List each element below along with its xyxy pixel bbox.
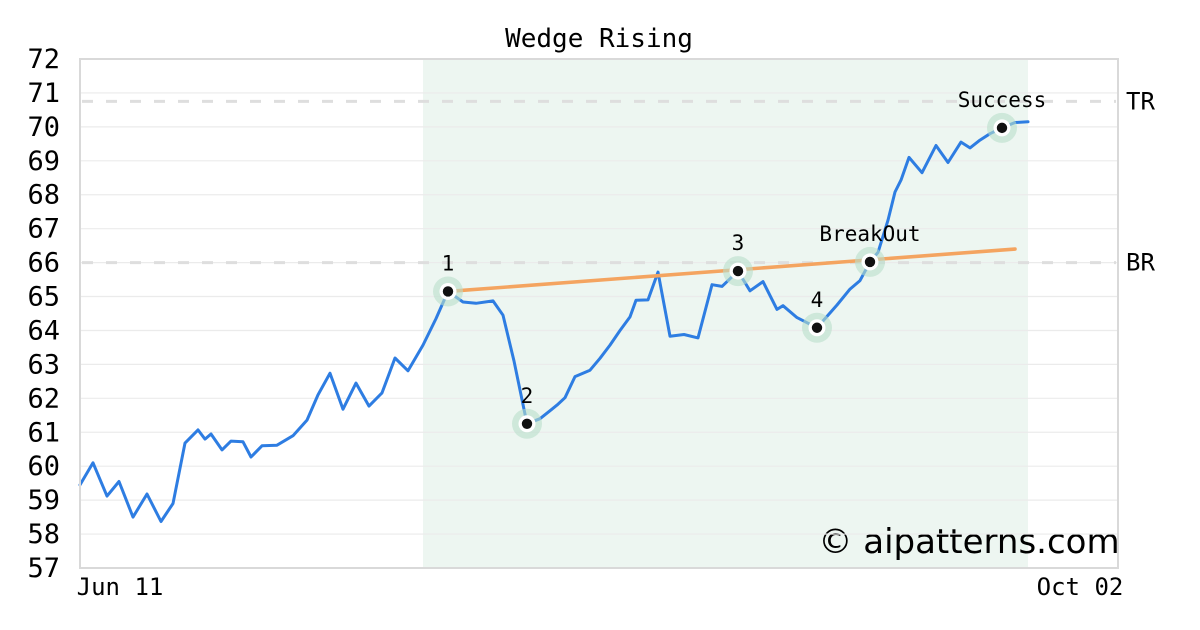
y-tick-label: 70 — [27, 112, 60, 143]
y-tick-label: 67 — [27, 214, 60, 245]
x-tick-label: Jun 11 — [77, 573, 164, 601]
marker-1: 1 — [433, 251, 463, 307]
price-line — [78, 120, 1030, 523]
y-tick-label: 59 — [27, 485, 60, 516]
y-tick-label: 65 — [27, 282, 60, 313]
marker-label: BreakOut — [819, 222, 920, 246]
target-breakout-lines — [82, 99, 1116, 265]
y-tick-label: 71 — [27, 78, 60, 109]
pattern-markers: 1 2 3 4 BreakOut Success — [433, 88, 1046, 439]
watermark: © aipatterns.com — [818, 522, 1119, 562]
marker-Success: Success — [958, 88, 1047, 143]
marker-BreakOut: BreakOut — [819, 222, 921, 277]
marker-label: 2 — [521, 384, 534, 408]
y-tick-label: 63 — [27, 349, 60, 380]
marker-dot — [442, 286, 454, 297]
plot-border — [79, 58, 1119, 569]
hline-label-TR: TR — [1126, 87, 1155, 115]
y-tick-label: 66 — [27, 248, 60, 279]
price-line-group — [78, 120, 1030, 523]
y-tick-label: 61 — [27, 417, 60, 448]
marker-label: 1 — [442, 251, 455, 275]
y-tick-label: 60 — [27, 451, 60, 482]
y-tick-label: 57 — [27, 553, 60, 584]
y-tick-label: 58 — [27, 519, 60, 550]
marker-dot — [996, 122, 1008, 134]
pattern-zone-rect — [423, 60, 1028, 567]
x-tick-label: Oct 02 — [1037, 573, 1124, 601]
marker-4: 4 — [802, 288, 832, 343]
chart-title: Wedge Rising — [505, 24, 693, 54]
y-tick-label: 64 — [27, 315, 60, 346]
y-tick-label: 69 — [27, 146, 60, 177]
marker-dot — [732, 265, 744, 277]
marker-label: Success — [958, 88, 1047, 112]
marker-dot — [811, 322, 823, 333]
y-tick-label: 68 — [27, 180, 60, 211]
marker-2: 2 — [512, 384, 542, 439]
marker-dot — [521, 418, 533, 429]
y-tick-label: 72 — [27, 44, 60, 75]
marker-3: 3 — [723, 231, 753, 287]
hline-label-BR: BR — [1126, 249, 1155, 277]
marker-label: 4 — [811, 288, 824, 312]
marker-dot — [864, 256, 876, 268]
pattern-zone — [423, 60, 1028, 567]
y-tick-label: 62 — [27, 383, 60, 414]
marker-label: 3 — [732, 231, 745, 255]
